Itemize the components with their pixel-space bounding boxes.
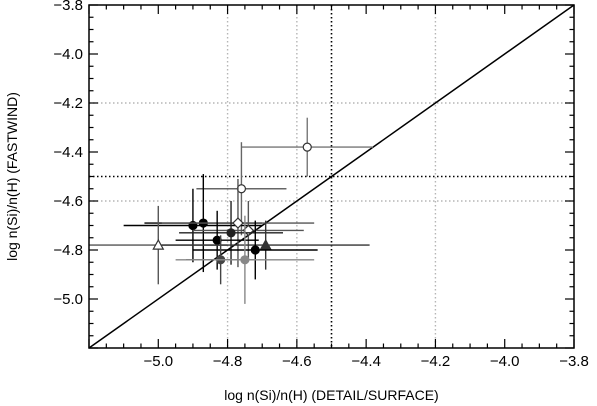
y-tick-label: −5.0 xyxy=(53,291,83,308)
data-point xyxy=(161,220,370,270)
x-tick-label: −3.8 xyxy=(559,353,589,370)
data-point xyxy=(161,178,315,268)
reference-lines xyxy=(88,4,575,349)
data-point xyxy=(241,117,374,177)
y-tick-label: −4.0 xyxy=(53,46,83,63)
data-points xyxy=(89,117,374,304)
point-marker xyxy=(302,142,312,152)
y-tick-label: −4.8 xyxy=(53,242,83,259)
y-tick-label: −4.4 xyxy=(53,144,83,161)
data-point xyxy=(192,201,304,260)
data-point xyxy=(175,215,315,304)
x-tick-label: −4.0 xyxy=(490,353,520,370)
x-tick-label: −4.8 xyxy=(213,353,243,370)
point-marker xyxy=(226,228,236,238)
x-tick-label: −4.2 xyxy=(421,353,451,370)
x-axis-title: log n(Si)/n(H) (DETAIL/SURFACE) xyxy=(224,387,438,403)
point-marker xyxy=(152,238,165,250)
point-marker xyxy=(259,238,272,250)
point-marker xyxy=(240,255,250,265)
y-tick-label: −4.2 xyxy=(53,95,83,112)
data-point xyxy=(192,220,318,280)
y-tick-label: −4.6 xyxy=(53,193,83,210)
grid-lines xyxy=(89,5,574,348)
x-tick-label: −4.4 xyxy=(351,353,381,370)
x-tick-label: −4.6 xyxy=(282,353,312,370)
point-marker xyxy=(232,217,244,229)
one-to-one-line xyxy=(88,4,575,349)
data-point xyxy=(179,201,283,265)
axis-ticks xyxy=(88,4,575,349)
tick-labels: −5.0 −4.8 −4.6 −4.4 −4.2 −4.0 −3.8 −5.0 −4.8 −4.6… xyxy=(53,0,588,370)
x-tick-label: −5.0 xyxy=(143,353,173,370)
y-axis-title: log n(Si)/n(H) (FASTWIND) xyxy=(4,92,20,261)
y-tick-label: −3.8 xyxy=(53,0,83,14)
point-marker xyxy=(250,245,260,255)
